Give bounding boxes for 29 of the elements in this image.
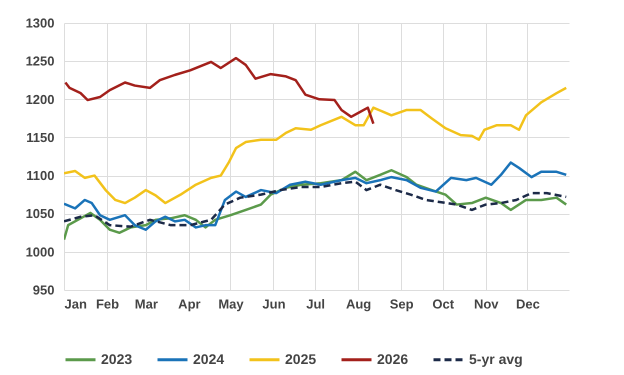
legend-label: 5-yr avg	[469, 350, 523, 367]
legend-label: 2026	[377, 350, 408, 367]
y-tick-label: 1050	[26, 206, 54, 222]
x-tick-label: Nov	[474, 296, 500, 312]
y-tick-label: 1150	[26, 130, 54, 145]
x-tick-label: Sep	[390, 296, 414, 312]
y-tick-label: 1300	[26, 16, 54, 30]
y-tick-label: 950	[32, 282, 54, 298]
y-tick-label: 1100	[26, 168, 54, 184]
line-series	[64, 56, 375, 125]
x-tick-label: Dec	[516, 296, 540, 312]
legend-label: 2025	[285, 350, 316, 367]
x-tick-label: Apr	[178, 296, 201, 312]
line-series	[64, 161, 568, 231]
x-tick-label: May	[218, 296, 244, 312]
y-tick-label: 1000	[26, 244, 54, 260]
x-tick-label: Jun	[262, 296, 286, 312]
legend-label: 2024	[193, 350, 224, 367]
x-tick-label: Aug	[346, 296, 372, 312]
line-series	[64, 180, 568, 228]
x-tick-label: Jan	[64, 296, 87, 312]
line-series	[64, 86, 568, 204]
y-tick-label: 1200	[26, 92, 54, 107]
y-tick-label: 1250	[26, 54, 54, 69]
x-tick-label: Jul	[306, 296, 326, 312]
x-tick-label: Oct	[432, 296, 455, 312]
legend-label: 2023	[101, 350, 132, 367]
x-tick-label: Mar	[134, 296, 158, 312]
x-tick-label: Feb	[96, 296, 120, 312]
